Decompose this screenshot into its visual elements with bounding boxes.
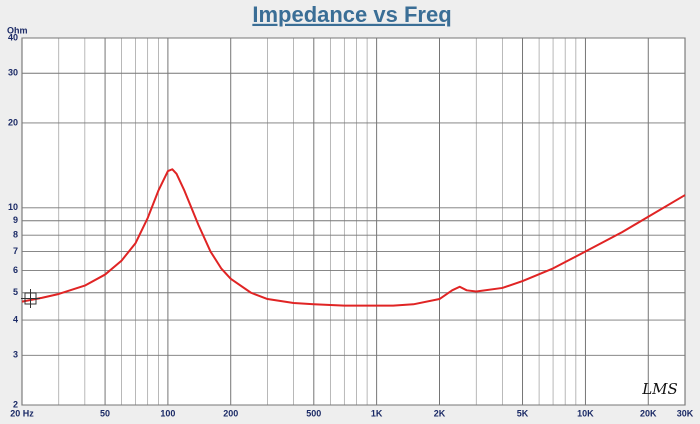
y-tick-label: 10: [8, 202, 18, 212]
x-tick-label: 30K: [677, 408, 694, 418]
x-tick-label: 1K: [371, 408, 383, 418]
x-tick-label: 100: [160, 408, 175, 418]
y-tick-label: 2: [13, 399, 18, 409]
cursor: [21, 289, 40, 308]
x-tick-label: 500: [306, 408, 321, 418]
x-tick-label: 20 Hz: [10, 408, 34, 418]
y-tick-label: 30: [8, 68, 18, 78]
y-tick-label: 9: [13, 215, 18, 225]
chart-title: Impedance vs Freq: [252, 2, 451, 27]
y-tick-label: 8: [13, 230, 18, 240]
y-tick-label: 4: [13, 314, 18, 324]
x-tick-label: 20K: [640, 408, 657, 418]
watermark: LMS: [641, 380, 678, 398]
y-tick-label: 3: [13, 350, 18, 360]
x-tick-label: 10K: [577, 408, 594, 418]
plot-area: [21, 37, 686, 406]
x-tick-label: 200: [223, 408, 238, 418]
x-tick-label: 2K: [434, 408, 446, 418]
y-tick-label: 20: [8, 117, 18, 127]
impedance-curve: [21, 168, 686, 307]
y-tick-label: 5: [13, 287, 18, 297]
y-tick-label: 6: [13, 265, 18, 275]
y-axis-label: Ohm: [7, 25, 28, 35]
x-tick-label: 5K: [517, 408, 529, 418]
x-tick-label: 50: [100, 408, 110, 418]
y-tick-label: 40: [8, 32, 18, 42]
y-tick-label: 7: [13, 246, 18, 256]
